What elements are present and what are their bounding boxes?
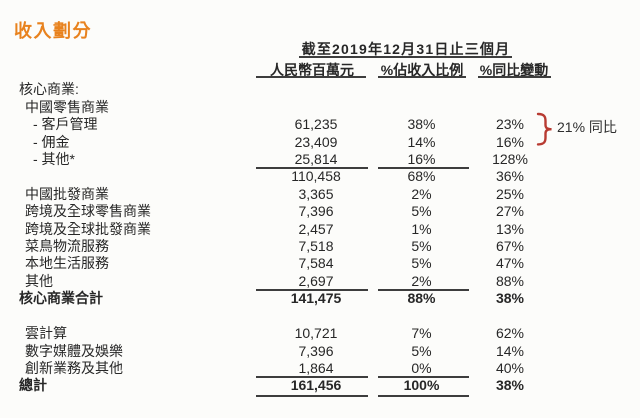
pct-cell: 5% [411,203,432,220]
yoy-cell: 62% [495,325,525,342]
pct-cell: 5% [411,342,432,359]
yoy-cell: 67% [495,238,525,255]
pct-cell: 5% [411,255,432,272]
pct-cell: 88% [407,290,436,307]
yoy-cell: 38% [495,377,525,394]
yoy-cell: 16% [495,133,525,150]
pct-cell: 14% [407,133,436,150]
column-header-rmb-millions: 人民幣百萬元 [270,62,354,78]
row-label: 雲計算 [25,325,67,342]
total-rule [256,395,368,398]
row-label: 其他 [25,272,53,289]
pct-cell: 0% [411,360,432,376]
value-cell: 61,235 [294,116,338,133]
yoy-cell: 38% [495,290,525,307]
table-row: 總計 161,456 100% 38% [0,377,640,394]
table-row: 跨境及全球批發商業 2,457 1% 13% [0,221,640,238]
yoy-cell: 36% [495,168,525,185]
row-label: 創新業務及其他 [25,360,123,376]
row-label: 跨境及全球零售商業 [25,203,151,220]
yoy-cell: 23% [495,116,525,133]
value-cell: 23,409 [294,133,338,150]
table-row: 核心商業: [0,81,640,98]
yoy-cell: 13% [495,220,525,237]
subtotal-rule [378,289,469,292]
row-label: 中國批發商業 [25,185,109,202]
value-cell: 141,475 [290,290,342,307]
column-header-yoy-change: %同比變動 [479,62,549,78]
row-label: 菜鳥物流服務 [25,238,109,255]
column-rule-rmb [256,76,366,78]
value-cell: 7,396 [298,203,334,220]
value-cell: 2,457 [298,220,334,237]
table-row: - 客戶管理 61,235 38% 23% [0,116,640,133]
table-row: 創新業務及其他 1,864 0% 40% [0,360,640,377]
table-row: 中國批發商業 3,365 2% 25% [0,186,640,203]
pct-cell: 1% [411,220,432,237]
value-cell: 3,365 [298,185,334,202]
row-label: 核心商業: [19,81,79,98]
subtotal-rule [256,167,368,170]
row-label: 數字媒體及娛樂 [25,342,123,359]
value-cell: 161,456 [290,377,342,394]
pct-cell: 2% [411,272,432,289]
row-label: 本地生活服務 [25,255,109,272]
total-rule [378,395,469,398]
yoy-cell: 40% [495,360,525,376]
pct-cell: 68% [407,168,436,185]
row-label: 核心商業合計 [19,290,103,307]
value-cell: 25,814 [294,150,338,167]
column-header-pct-of-revenue: %佔收入比例 [380,62,464,78]
table-row: 數字媒體及娛樂 7,396 5% 14% [0,343,640,360]
yoy-cell: 25% [495,185,525,202]
table-row: 跨境及全球零售商業 7,396 5% 27% [0,203,640,220]
subtotal-rule [378,167,469,170]
yoy-cell: 128% [492,150,528,167]
pct-cell: 5% [411,238,432,255]
page-title: 收入劃分 [14,21,92,41]
row-label: - 其他* [33,150,75,167]
table-row: 核心商業合計 141,475 88% 38% [0,290,640,307]
yoy-bracket-label: 21% 同比 [557,119,617,135]
yoy-cell: 47% [495,255,525,272]
subtotal-rule [378,376,469,379]
table-row: 菜鳥物流服務 7,518 5% 67% [0,238,640,255]
yoy-cell: 27% [495,203,525,220]
pct-cell: 38% [407,116,436,133]
row-label: 中國零售商業 [25,98,109,115]
value-cell: 7,584 [298,255,334,272]
pct-cell: 2% [411,185,432,202]
subtotal-rule [256,289,368,292]
yoy-cell: 14% [495,342,525,359]
column-rule-pct [378,76,466,78]
value-cell: 7,518 [298,238,334,255]
value-cell: 2,697 [298,272,334,289]
pct-cell: 100% [403,377,440,394]
value-cell: 7,396 [298,342,334,359]
value-cell: 1,864 [298,360,334,376]
row-label: - 佣金 [33,133,70,150]
table-row: 本地生活服務 7,584 5% 47% [0,255,640,272]
column-rule-yoy [478,76,551,78]
pct-cell: 7% [411,325,432,342]
value-cell: 110,458 [291,168,341,185]
table-row: 雲計算 10,721 7% 62% [0,325,640,342]
table-row: 其他 2,697 2% 88% [0,273,640,290]
subtotal-rule [256,376,368,379]
row-label: 跨境及全球批發商業 [25,220,151,237]
period-underline [299,55,512,58]
yoy-cell: 88% [495,272,525,289]
table-row: - 其他* 25,814 16% 128% [0,151,640,168]
yoy-bracket-icon [536,112,552,146]
row-label: 總計 [19,377,47,394]
period-header: 截至2019年12月31日止三個月 [301,41,511,57]
row-label: - 客戶管理 [33,116,98,133]
value-cell: 10,721 [294,325,338,342]
table-row: 110,458 68% 36% [0,168,640,185]
pct-cell: 16% [407,150,436,167]
table-row: - 佣金 23,409 14% 16% [0,134,640,151]
table-row: 中國零售商業 [0,99,640,116]
